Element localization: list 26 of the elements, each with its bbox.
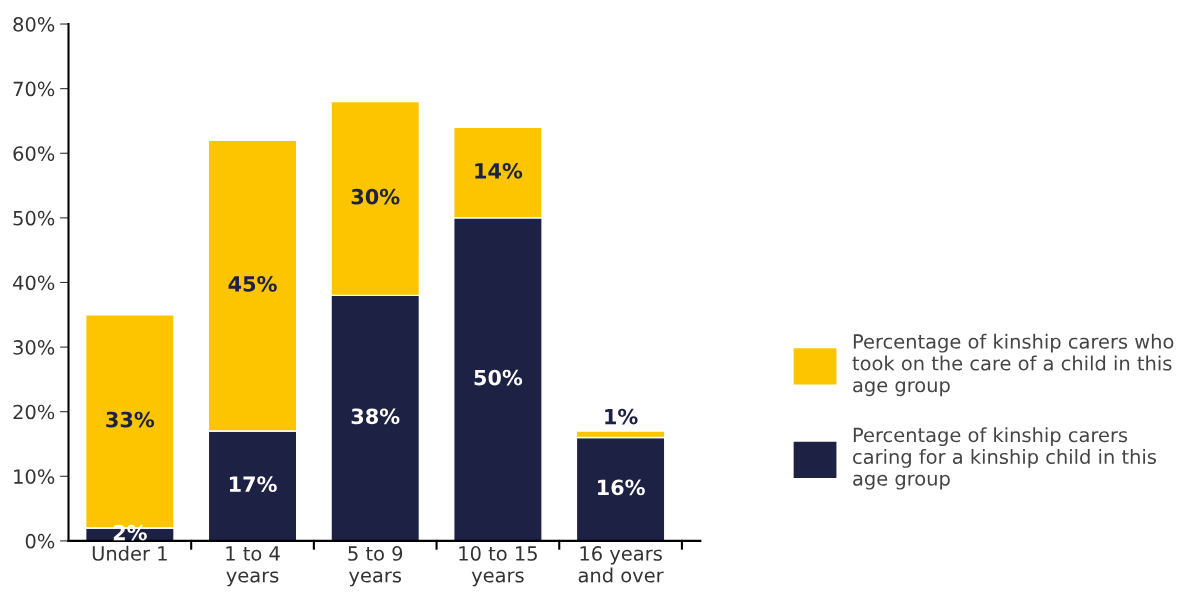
data-label: 50% — [474, 369, 523, 386]
y-tick-label: 40% — [13, 275, 55, 291]
x-tick-label: 1 to 4 years — [226, 546, 280, 587]
x-tick-label: 5 to 9 years — [348, 546, 403, 587]
y-tick-label: 0% — [25, 533, 55, 549]
x-tick-label: Under 1 — [92, 545, 167, 561]
data-label: 45% — [228, 275, 277, 292]
data-label: 38% — [351, 408, 400, 425]
data-label: 30% — [351, 188, 400, 205]
x-tick-label: 10 to 15 years — [459, 546, 537, 587]
legend-label: Percentage of kinship carers caring for a kinship child in this age group — [853, 427, 1156, 490]
y-tick-label: 80% — [13, 17, 55, 32]
legend-label: Percentage of kinship carers who took on the care of a child in this age group — [852, 333, 1174, 397]
data-label: 33% — [106, 411, 155, 428]
data-label: 16% — [598, 479, 645, 496]
data-label: 2% — [113, 524, 147, 541]
y-tick-label: 20% — [13, 404, 55, 420]
y-tick-label: 30% — [13, 340, 55, 355]
y-tick-label: 50% — [13, 210, 55, 226]
data-label: 1% — [605, 408, 638, 425]
y-tick-label: 60% — [13, 146, 55, 161]
data-label: 17% — [229, 476, 277, 493]
y-tick-label: 70% — [13, 81, 55, 97]
y-tick-label: 10% — [14, 469, 55, 484]
x-tick-label: 16 years and over — [578, 546, 664, 583]
data-label: 14% — [475, 162, 523, 179]
